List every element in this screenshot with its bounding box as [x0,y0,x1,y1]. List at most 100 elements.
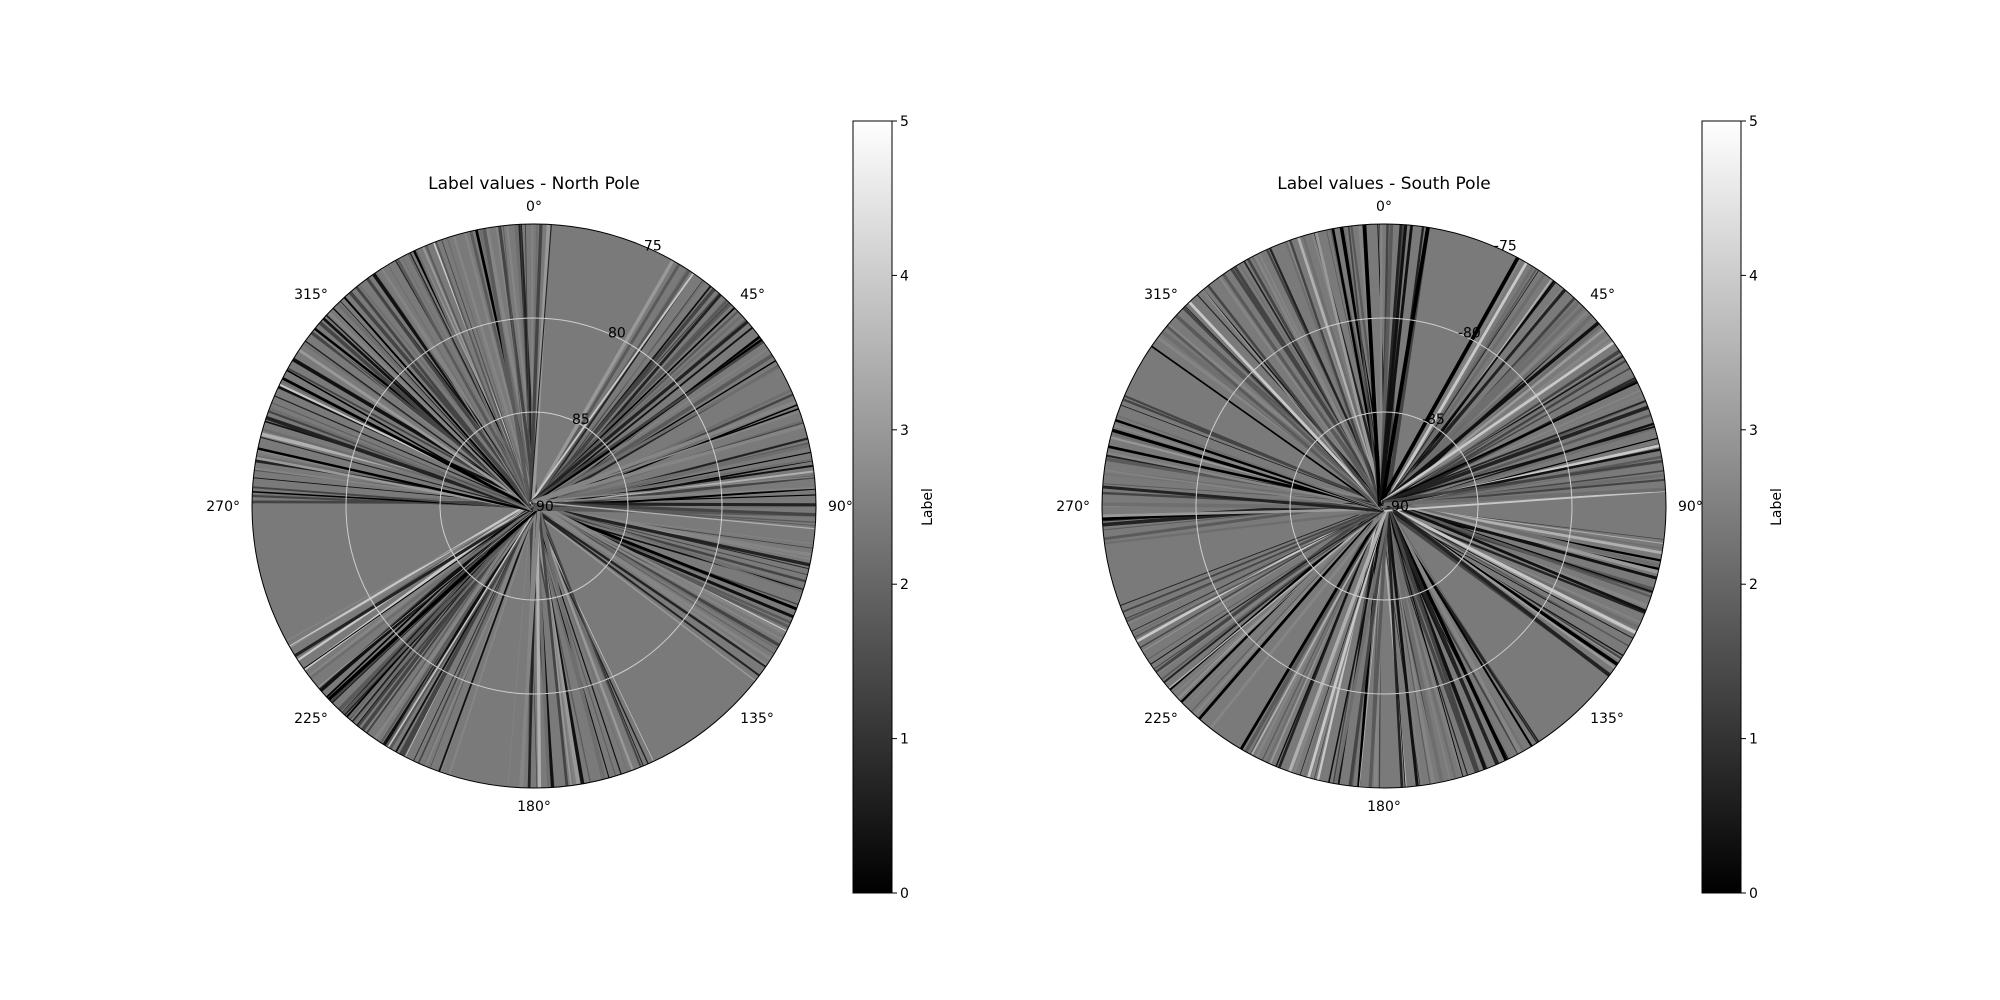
label-streak [531,392,816,504]
label-streak [1382,265,1569,506]
angular-tick-label: 90° [828,499,853,515]
label-streak [534,501,816,599]
label-streak [1384,504,1647,657]
polar-frame [251,223,817,789]
label-streak [1381,393,1665,503]
label-streak [1189,273,1381,510]
label-streak [362,507,537,756]
angular-tick-label: 315° [1144,287,1178,303]
label-streak [1102,408,1383,511]
label-streak [537,505,571,788]
label-streak [252,442,534,513]
colorbar-tick-label: 5 [1749,114,1758,130]
label-streak [448,224,532,508]
label-streak [1383,253,1551,506]
label-streak [1378,224,1410,506]
label-streak [1150,311,1383,511]
label-streak [1384,488,1666,512]
colorbar-tick-label: 5 [900,114,909,130]
label-streak [1185,504,1385,736]
label-streak [529,224,554,506]
label-streak [271,501,533,658]
label-streak [1380,330,1632,504]
label-streak [1122,504,1385,659]
colorbar-gradient [1701,120,1742,894]
radial-tick-label: -90 [1386,499,1409,515]
label-streak [529,256,706,504]
angular-tick-label: 180° [1367,799,1401,815]
label-streak [1378,239,1530,505]
label-streak [530,288,746,505]
label-streak [326,286,532,510]
label-streak [1105,387,1385,506]
radial-tick-label: 85 [572,412,590,428]
radial-tick-label: 75 [644,238,662,254]
label-streak [328,507,538,730]
label-streak [1367,506,1389,788]
label-streak [1384,502,1666,585]
label-streak [1139,502,1384,686]
label-streak [1384,502,1627,689]
label-streak [532,418,816,504]
label-streak [533,505,816,525]
north-colorbar: 0 1 2 3 4 5 Label [852,114,936,902]
radial-tick-label: 80 [608,325,626,341]
label-streak [1102,509,1385,547]
label-streaks [252,224,816,788]
angular-tick-label: 135° [1590,711,1624,727]
chart-title-south: Label values - South Pole [1277,174,1491,194]
label-streak [255,387,534,508]
colorbar-gradient [852,120,893,894]
label-streak [417,226,533,508]
label-streak [377,507,539,766]
label-streak [281,337,535,509]
label-streak [1381,274,1580,505]
label-streak [1385,504,1507,784]
label-streak [1153,507,1387,702]
label-streak [386,241,535,507]
label-streak [377,247,534,507]
label-streak [533,504,816,618]
label-streak [252,431,534,511]
label-streak [534,502,801,651]
label-streak [1177,504,1384,727]
label-streak [1386,504,1549,760]
label-streak [1383,503,1655,644]
label-streak [533,474,816,503]
label-streak [501,224,530,507]
label-streak [1380,308,1615,505]
radial-gridline [345,317,723,695]
label-streak [1385,505,1405,788]
label-streak [1383,456,1666,504]
label-streak [1381,345,1641,504]
label-streak [535,502,795,660]
label-streak [416,506,538,786]
label-streak [1361,224,1382,507]
radial-gridline [1195,317,1573,695]
colorbar-tick-label: 4 [1749,268,1758,284]
label-streak [1382,420,1666,504]
label-streak [531,506,622,788]
label-streak [1385,504,1486,788]
label-streak [532,505,641,788]
radial-gridline [1289,411,1479,601]
label-streak [1196,507,1388,745]
label-streak [534,349,794,509]
label-streak [1384,499,1666,573]
label-streak [1385,505,1421,788]
label-streak [440,224,535,507]
label-streak [531,508,777,689]
label-streak [434,224,534,507]
colorbar-tick-label: 1 [900,732,909,748]
angular-tick-label: 180° [517,799,551,815]
angular-tick-label: 270° [206,499,240,515]
label-streak [1113,507,1385,641]
angular-tick-label: 45° [1590,287,1615,303]
angular-tick-label: 0° [1376,199,1392,215]
label-streak [1106,508,1386,628]
label-streak [530,509,772,694]
label-streak [517,506,541,788]
label-streak [530,507,663,780]
label-streak [533,486,816,504]
radial-tick-label: -75 [1494,238,1517,254]
